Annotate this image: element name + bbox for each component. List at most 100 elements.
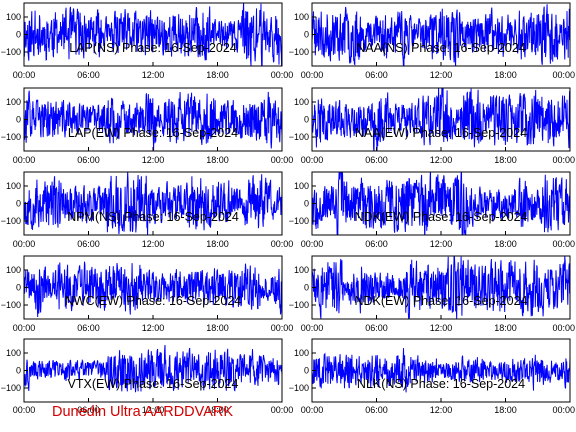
y-tick-label: −100 [1, 300, 21, 310]
x-tick-label: 18:00 [494, 70, 517, 80]
panel-title: NWC(EW) Phase: 16-Sep-2024 [65, 294, 242, 308]
phase-trace-line [312, 88, 570, 151]
x-tick-label: 06:00 [365, 155, 388, 165]
x-tick-label: 06:00 [77, 155, 100, 165]
x-tick-label: 00:00 [552, 70, 575, 80]
y-tick-label: 0 [304, 30, 309, 40]
phase-trace-line [24, 172, 282, 235]
x-tick-label: 18:00 [494, 239, 517, 249]
y-tick-label: 0 [304, 366, 309, 376]
y-tick-label: 100 [6, 348, 21, 358]
x-tick-label: 18:00 [494, 323, 517, 333]
y-tick-label: 100 [6, 181, 21, 191]
x-tick-label: 18:00 [206, 70, 229, 80]
x-tick-label: 00:00 [271, 155, 294, 165]
y-tick-label: 0 [16, 366, 21, 376]
y-tick-label: 100 [6, 265, 21, 275]
y-tick-label: −100 [1, 383, 21, 393]
x-tick-label: 06:00 [77, 323, 100, 333]
panel-title: VTX(EW) Phase: 16-Sep-2024 [68, 377, 239, 391]
panel-title: NDK(EW) Phase: 16-Sep-2024 [355, 210, 528, 224]
phase-panel: 100 0 −100 00:00 06:00 12:00 18:00 00:00 NDK(EW)… [289, 171, 575, 249]
x-tick-label: 00:00 [301, 405, 324, 415]
x-tick-label: 00:00 [301, 155, 324, 165]
x-tick-label: 18:00 [206, 239, 229, 249]
x-tick-label: 00:00 [271, 70, 294, 80]
x-tick-label: 06:00 [365, 239, 388, 249]
y-tick-label: 100 [6, 12, 21, 22]
x-tick-label: 12:00 [430, 239, 453, 249]
x-tick-label: 12:00 [142, 405, 165, 415]
x-tick-label: 06:00 [77, 70, 100, 80]
x-tick-label: 00:00 [13, 323, 36, 333]
y-tick-label: 0 [16, 115, 21, 125]
y-tick-label: 0 [16, 30, 21, 40]
x-tick-label: 00:00 [271, 323, 294, 333]
phase-panel: 100 0 −100 00:00 06:00 12:00 18:00 00:00 NWC(EW)… [1, 255, 294, 333]
phase-trace-line [24, 3, 282, 66]
x-tick-label: 12:00 [142, 155, 165, 165]
x-tick-label: 06:00 [365, 405, 388, 415]
x-tick-label: 18:00 [494, 405, 517, 415]
x-tick-label: 06:00 [365, 70, 388, 80]
phase-panel: 100 0 −100 00:00 06:00 12:00 18:00 00:00 VTX(EW)… [1, 338, 293, 415]
x-tick-label: 00:00 [301, 239, 324, 249]
phase-panel: 100 0 −100 00:00 06:00 12:00 18:00 00:00 NAA(NS)… [289, 2, 575, 80]
phase-panel: 100 0 −100 00:00 06:00 12:00 18:00 00:00 NLK(NS)… [289, 338, 575, 415]
phase-trace-line [312, 348, 570, 393]
x-tick-label: 00:00 [13, 155, 36, 165]
y-tick-label: −100 [1, 47, 21, 57]
y-tick-label: 0 [304, 199, 309, 209]
panel-title: NAA(NS) Phase: 16-Sep-2024 [356, 41, 526, 55]
x-tick-label: 06:00 [77, 405, 100, 415]
panel-title: LAP(NS) Phase: 16-Sep-2024 [69, 41, 237, 55]
panel-title: NLK(NS) Phase: 16-Sep-2024 [357, 377, 525, 391]
x-tick-label: 18:00 [206, 405, 229, 415]
phase-trace-line [24, 90, 282, 151]
phase-panel: 100 0 −100 00:00 06:00 12:00 18:00 00:00 LAP(NS)… [1, 2, 294, 80]
x-tick-label: 12:00 [430, 155, 453, 165]
panel-title: LAP(EW) Phase: 16-Sep-2024 [68, 126, 238, 140]
x-tick-label: 00:00 [552, 323, 575, 333]
x-tick-label: 12:00 [142, 70, 165, 80]
footer-label: Dunedin Ultra AARDDVARK [52, 404, 234, 420]
y-tick-label: 0 [304, 115, 309, 125]
y-tick-label: −100 [289, 47, 309, 57]
x-tick-label: 12:00 [142, 323, 165, 333]
phase-panel: 100 0 −100 00:00 06:00 12:00 18:00 00:00 NAA(EW)… [289, 87, 575, 165]
phase-panel: 100 0 −100 00:00 06:00 12:00 18:00 00:00 NDK(EW)… [289, 255, 575, 333]
phase-trace-line [312, 172, 570, 235]
y-tick-label: 100 [294, 97, 309, 107]
y-tick-label: 100 [6, 97, 21, 107]
x-tick-label: 12:00 [430, 70, 453, 80]
x-tick-label: 12:00 [430, 405, 453, 415]
x-tick-label: 06:00 [365, 323, 388, 333]
x-tick-label: 12:00 [142, 239, 165, 249]
panel-title: NAA(EW) Phase: 16-Sep-2024 [355, 126, 527, 140]
x-tick-label: 00:00 [301, 70, 324, 80]
x-tick-label: 00:00 [13, 405, 36, 415]
y-tick-label: 100 [294, 348, 309, 358]
phase-trace-line [312, 256, 570, 319]
x-tick-label: 00:00 [552, 155, 575, 165]
y-tick-label: 0 [16, 199, 21, 209]
y-tick-label: 0 [16, 283, 21, 293]
panel-title: NPM(NS) Phase: 16-Sep-2024 [67, 210, 239, 224]
y-tick-label: −100 [1, 132, 21, 142]
x-tick-label: 18:00 [494, 155, 517, 165]
panel-title: NDK(EW) Phase: 16-Sep-2024 [355, 294, 528, 308]
x-tick-label: 00:00 [13, 70, 36, 80]
x-tick-label: 06:00 [77, 239, 100, 249]
y-tick-label: −100 [289, 132, 309, 142]
x-tick-label: 18:00 [206, 323, 229, 333]
y-tick-label: −100 [1, 216, 21, 226]
x-tick-label: 12:00 [430, 323, 453, 333]
x-tick-label: 00:00 [552, 239, 575, 249]
phase-trace-line [24, 344, 282, 393]
x-tick-label: 00:00 [271, 239, 294, 249]
phase-trace-line [24, 261, 282, 318]
y-tick-label: −100 [289, 216, 309, 226]
x-tick-label: 00:00 [301, 323, 324, 333]
phase-panel: 100 0 −100 00:00 06:00 12:00 18:00 00:00 NPM(NS)… [1, 171, 294, 249]
